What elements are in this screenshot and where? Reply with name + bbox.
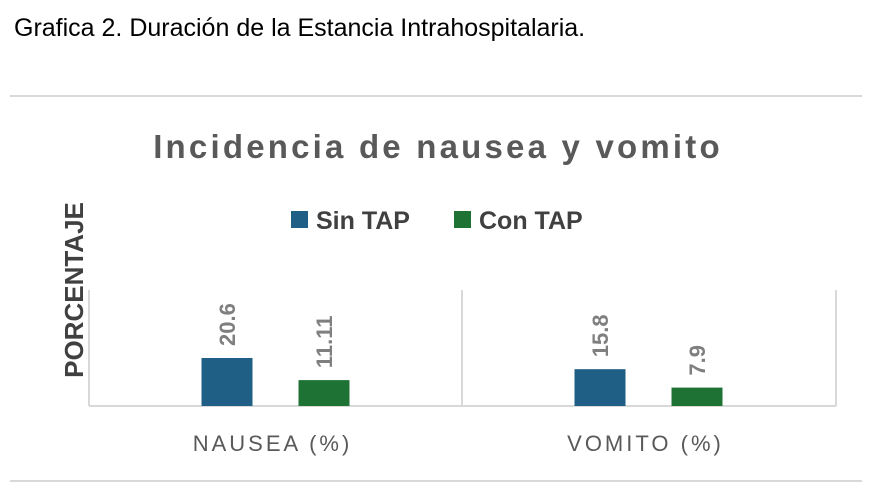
- legend-swatch: [291, 211, 308, 228]
- legend-label: Con TAP: [479, 207, 583, 235]
- bottom-divider: [10, 480, 862, 482]
- chart-legend: Sin TAP Con TAP: [291, 207, 583, 235]
- bar-sin-tap: [201, 358, 253, 406]
- bar-series: 20.6 15.8 11.11 7.9: [201, 303, 723, 406]
- x-tick-label: VOMITO (%): [567, 431, 724, 456]
- top-divider: [10, 95, 862, 97]
- chart-title: Incidencia de nausea y vomito: [153, 128, 723, 165]
- bar-sin-tap: [574, 369, 626, 406]
- y-axis-label: PORCENTAJE: [59, 202, 89, 378]
- bar-con-tap: [671, 387, 723, 406]
- data-label: 15.8: [588, 314, 613, 357]
- chart-axes: [88, 290, 837, 407]
- legend-label: Sin TAP: [316, 207, 410, 235]
- figure-caption: Grafica 2. Duración de la Estancia Intra…: [14, 14, 586, 42]
- legend-swatch: [454, 211, 471, 228]
- bar-con-tap: [298, 380, 350, 406]
- x-axis-ticks: NAUSEA (%) VOMITO (%): [193, 431, 724, 456]
- data-label: 11.11: [312, 315, 337, 368]
- x-tick-label: NAUSEA (%): [193, 431, 353, 456]
- data-label: 20.6: [215, 303, 240, 346]
- data-label: 7.9: [685, 345, 710, 376]
